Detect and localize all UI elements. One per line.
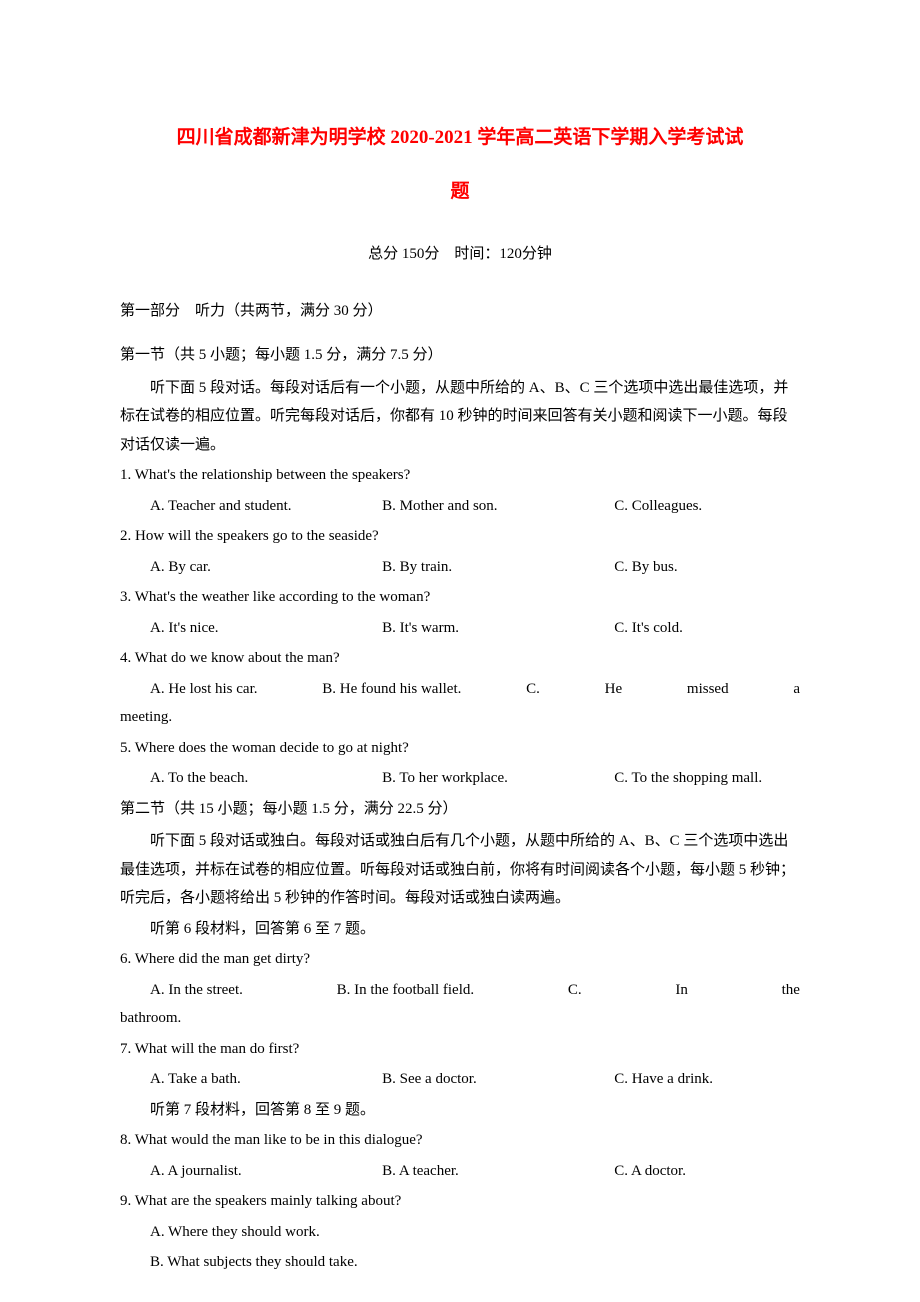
q2-option-b: B. By train. [382,553,614,582]
question-3: 3. What's the weather like according to … [120,583,800,612]
title-line1: 四川省成都新津为明学校 2020-2021 学年高二英语下学期入学考试试 [120,120,800,156]
q7-option-c: C. Have a drink. [614,1065,800,1094]
question-8-options: A. A journalist. B. A teacher. C. A doct… [120,1157,800,1186]
question-7: 7. What will the man do first? [120,1035,800,1064]
q7-option-b: B. See a doctor. [382,1065,614,1094]
title-line2: 题 [120,174,800,210]
q8-option-a: A. A journalist. [150,1157,382,1186]
q5-option-b: B. To her workplace. [382,764,614,793]
question-4-options: A. He lost his car. B. He found his wall… [120,675,800,704]
q8-option-c: C. A doctor. [614,1157,800,1186]
q6-option-c-3: the [782,976,800,1005]
question-8: 8. What would the man like to be in this… [120,1126,800,1155]
q4-option-c-1: C. [526,675,540,704]
question-2-options: A. By car. B. By train. C. By bus. [120,553,800,582]
question-6-continuation: bathroom. [120,1004,800,1033]
q5-option-c: C. To the shopping mall. [614,764,800,793]
q6-option-c-1: C. [568,976,582,1005]
q1-option-b: B. Mother and son. [382,492,614,521]
question-7-options: A. Take a bath. B. See a doctor. C. Have… [120,1065,800,1094]
q5-option-a: A. To the beach. [150,764,382,793]
question-1: 1. What's the relationship between the s… [120,461,800,490]
question-3-options: A. It's nice. B. It's warm. C. It's cold… [120,614,800,643]
q4-option-c-4: a [793,675,800,704]
subsection1-header: 第一节（共 5 小题；每小题 1.5 分，满分 7.5 分） [120,341,800,370]
subsection2-header: 第二节（共 15 小题；每小题 1.5 分，满分 22.5 分） [120,795,800,824]
section-header: 第一部分 听力（共两节，满分 30 分） [120,297,800,326]
question-6: 6. Where did the man get dirty? [120,945,800,974]
question-4: 4. What do we know about the man? [120,644,800,673]
q1-option-c: C. Colleagues. [614,492,800,521]
q6-option-a: A. In the street. [120,976,243,1005]
q3-option-a: A. It's nice. [150,614,382,643]
q4-option-c-3: missed [687,675,729,704]
q4-option-c-2: He [605,675,623,704]
q4-option-a: A. He lost his car. [120,675,257,704]
q2-option-a: A. By car. [150,553,382,582]
question-1-options: A. Teacher and student. B. Mother and so… [120,492,800,521]
question-6-options: A. In the street. B. In the football fie… [120,976,800,1005]
q3-option-b: B. It's warm. [382,614,614,643]
q7-option-a: A. Take a bath. [150,1065,382,1094]
question-9: 9. What are the speakers mainly talking … [120,1187,800,1216]
q6-option-b: B. In the football field. [337,976,474,1005]
question-2: 2. How will the speakers go to the seasi… [120,522,800,551]
material-6-ref: 听第 6 段材料，回答第 6 至 7 题。 [120,915,800,944]
q4-option-b: B. He found his wallet. [322,675,461,704]
q2-option-c: C. By bus. [614,553,800,582]
subtitle: 总分 150分 时间：120分钟 [120,240,800,269]
q8-option-b: B. A teacher. [382,1157,614,1186]
material-7-ref: 听第 7 段材料，回答第 8 至 9 题。 [120,1096,800,1125]
instruction2: 听下面 5 段对话或独白。每段对话或独白后有几个小题，从题中所给的 A、B、C … [120,827,800,913]
q1-option-a: A. Teacher and student. [150,492,382,521]
q9-option-a: A. Where they should work. [120,1218,800,1247]
question-5: 5. Where does the woman decide to go at … [120,734,800,763]
instruction1: 听下面 5 段对话。每段对话后有一个小题，从题中所给的 A、B、C 三个选项中选… [120,374,800,460]
question-5-options: A. To the beach. B. To her workplace. C.… [120,764,800,793]
q9-option-b: B. What subjects they should take. [120,1248,800,1277]
q3-option-c: C. It's cold. [614,614,800,643]
q6-option-c-2: In [675,976,688,1005]
question-4-continuation: meeting. [120,703,800,732]
